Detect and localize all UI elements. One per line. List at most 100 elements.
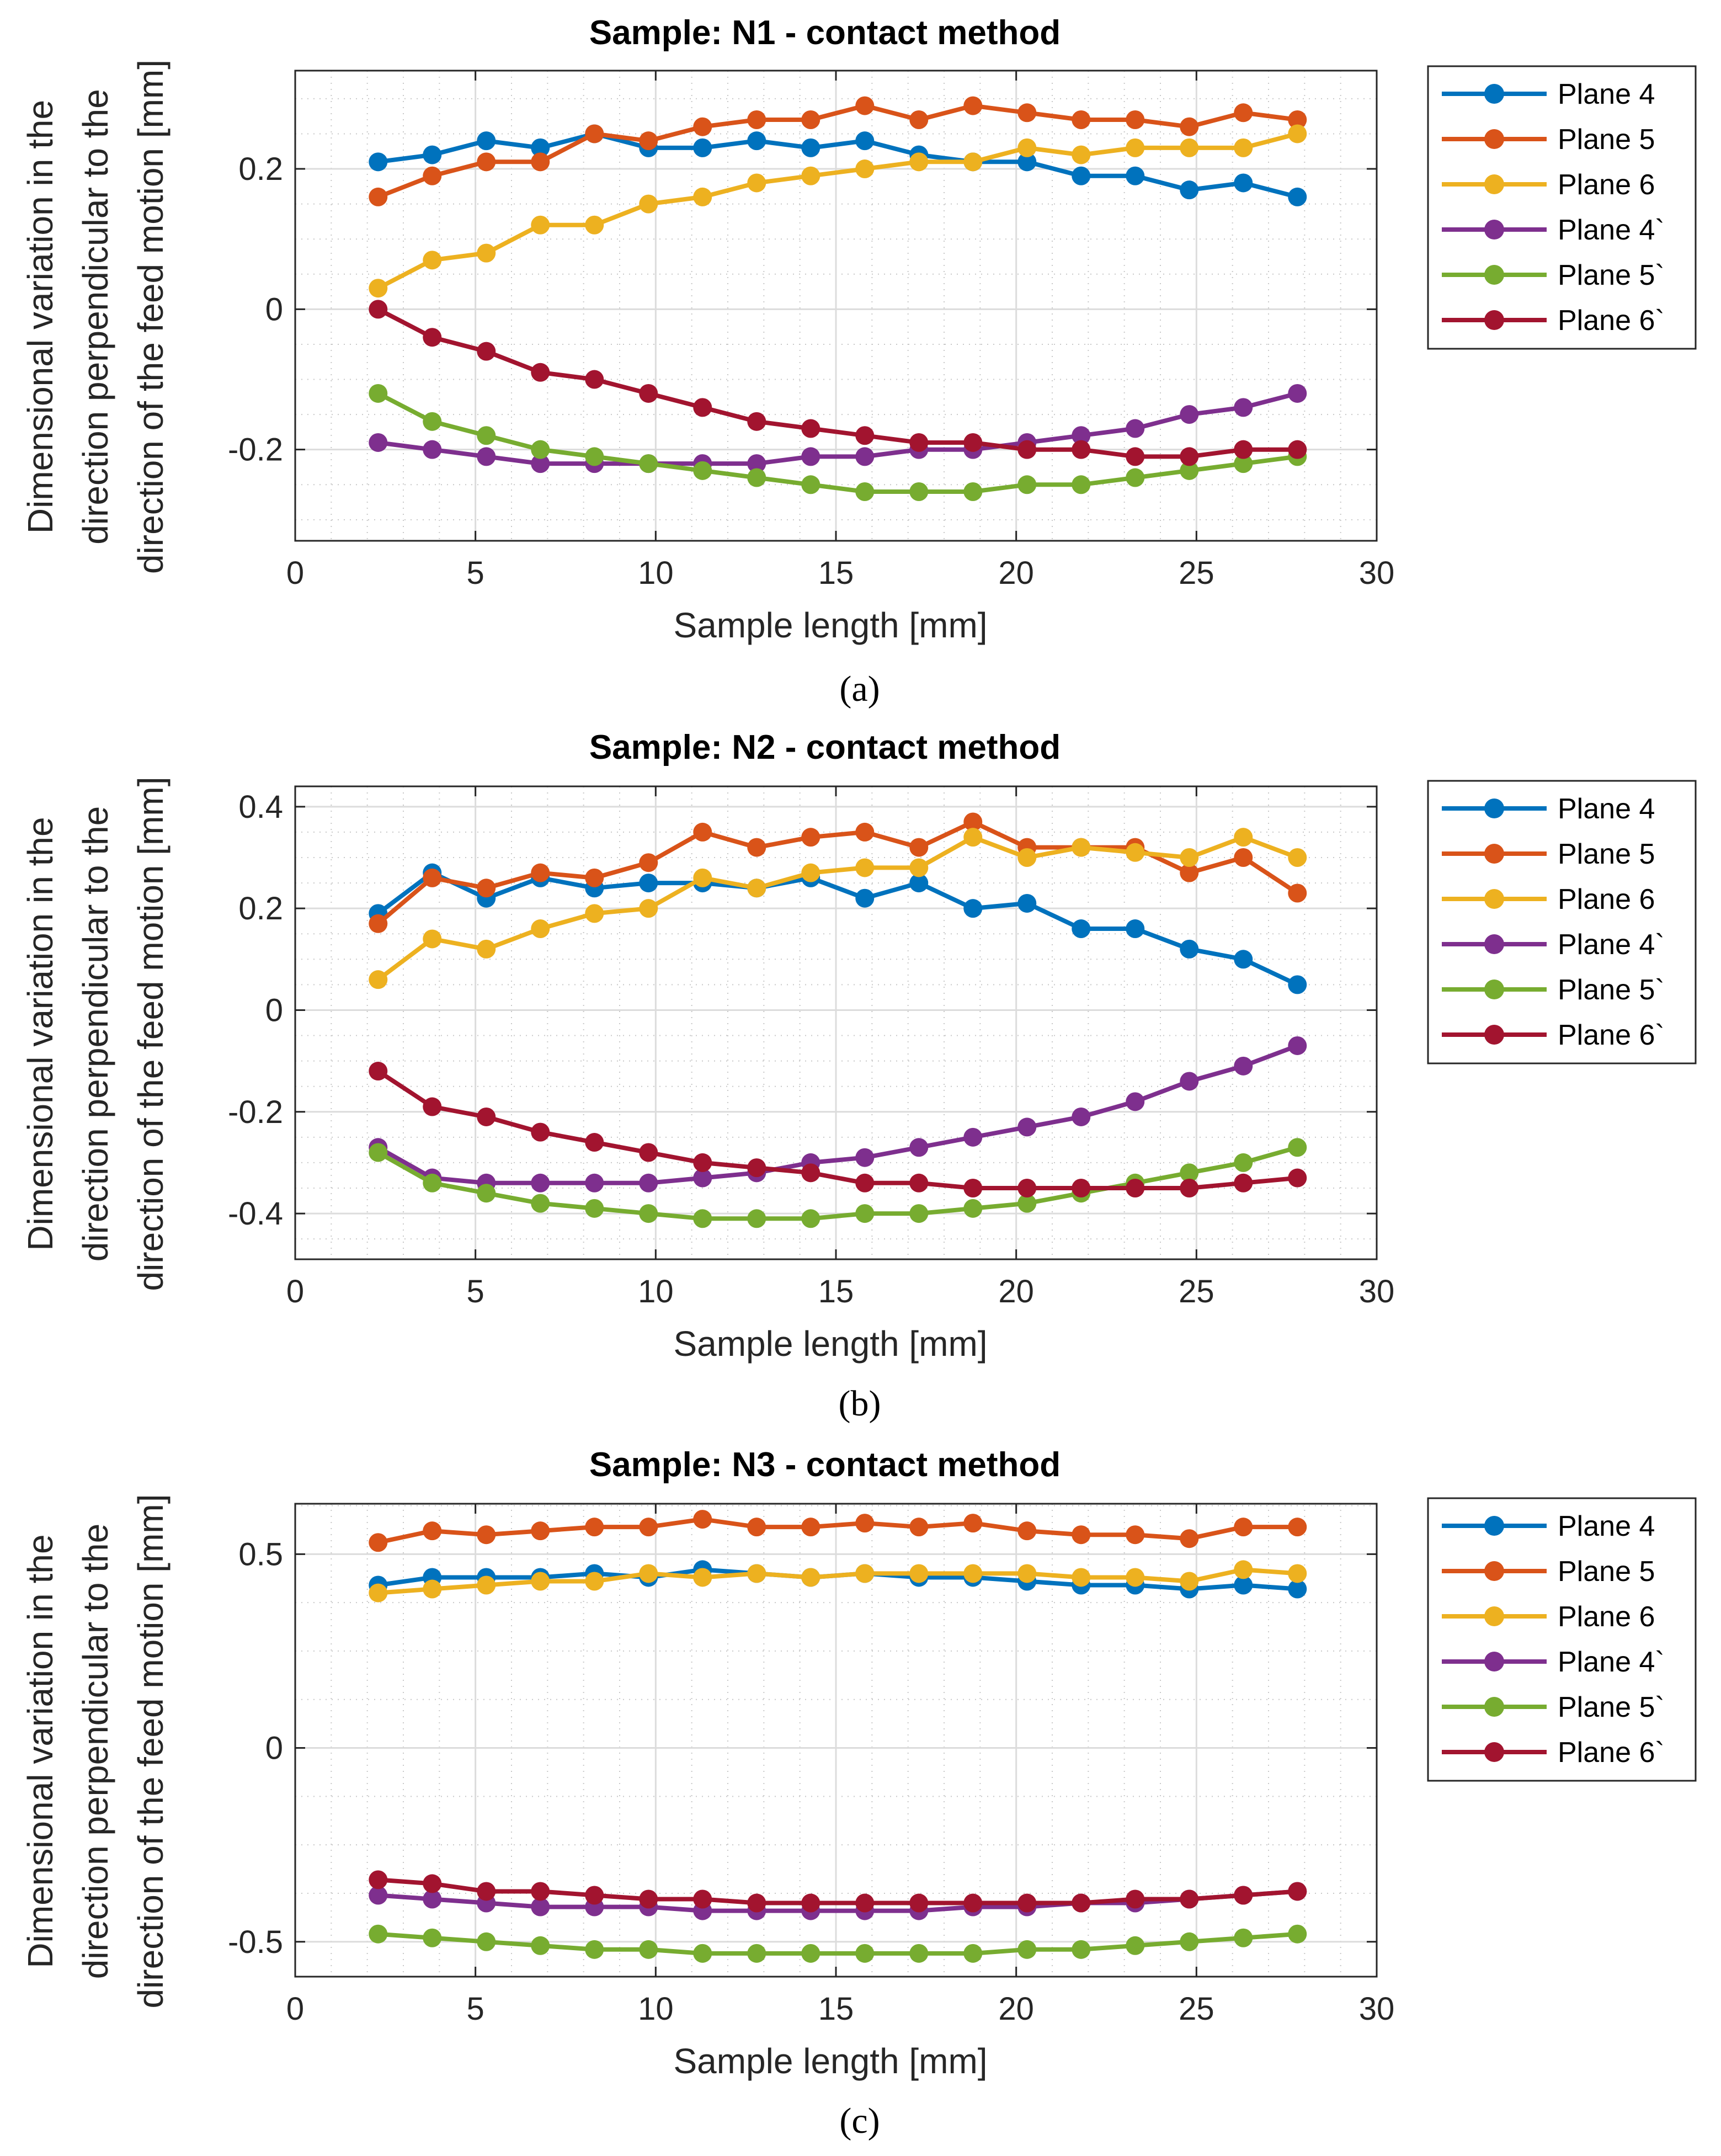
legend-label: Plane 4 — [1558, 793, 1655, 825]
x-axis-label: Sample length [mm] — [673, 1324, 987, 1364]
data-point — [423, 166, 442, 185]
y-tick-label: 0 — [265, 291, 283, 327]
tick-marks — [294, 1504, 1378, 1977]
data-point — [639, 1564, 658, 1583]
data-point — [1234, 1928, 1253, 1947]
data-point — [747, 454, 766, 473]
data-point — [1288, 1168, 1307, 1188]
data-point — [1072, 1568, 1091, 1587]
legend-marker — [1484, 979, 1504, 999]
series-plane6 — [369, 1062, 1307, 1197]
legend-label: Plane 4` — [1558, 1646, 1665, 1678]
data-point — [477, 1882, 496, 1901]
legend-item: Plane 4` — [1442, 929, 1665, 961]
data-point — [1288, 1518, 1307, 1537]
data-point — [909, 1518, 929, 1537]
data-point — [1288, 1882, 1307, 1901]
legend-label: Plane 5 — [1558, 1556, 1655, 1588]
data-point — [639, 1889, 658, 1909]
data-point — [1072, 838, 1091, 857]
data-point — [1126, 166, 1145, 185]
data-point — [639, 131, 658, 151]
legend-item: Plane 4 — [1442, 793, 1655, 825]
x-tick-label: 5 — [467, 1991, 484, 2027]
data-point — [585, 1572, 604, 1591]
data-point — [1072, 426, 1091, 445]
data-point — [693, 1168, 712, 1188]
data-point — [1017, 848, 1037, 867]
data-point — [477, 342, 496, 361]
legend-marker — [1484, 1561, 1504, 1581]
data-point — [369, 279, 388, 298]
legend-marker — [1484, 1697, 1504, 1717]
data-point — [801, 1568, 820, 1587]
x-tick-label: 30 — [1359, 1991, 1395, 2027]
data-point — [963, 482, 983, 501]
data-point — [963, 1893, 983, 1913]
data-point — [1234, 828, 1253, 847]
data-point — [1017, 1117, 1037, 1137]
series-plane5 — [369, 1510, 1307, 1552]
y-tick-label: -0.2 — [228, 1094, 283, 1130]
legend-label: Plane 4` — [1558, 214, 1665, 246]
data-point — [963, 1199, 983, 1218]
data-point — [1180, 1163, 1199, 1183]
data-point — [747, 879, 766, 898]
legend-label: Plane 6` — [1558, 1019, 1665, 1051]
y-tick-label: 0 — [265, 992, 283, 1028]
data-point — [585, 904, 604, 923]
data-point — [369, 970, 388, 989]
data-point — [801, 475, 820, 494]
legend-item: Plane 6` — [1442, 1737, 1665, 1769]
data-point — [1017, 1521, 1037, 1541]
data-point — [693, 1510, 712, 1529]
data-point — [1288, 187, 1307, 206]
x-tick-label: 0 — [286, 1991, 304, 2027]
y-tick-label: -0.4 — [228, 1196, 283, 1232]
data-point — [693, 187, 712, 206]
y-tick-label: -0.5 — [228, 1924, 283, 1960]
x-tick-label: 5 — [467, 555, 484, 591]
data-point — [747, 838, 766, 857]
tick-marks — [294, 71, 1378, 541]
legend-label: Plane 5` — [1558, 259, 1665, 291]
tick-marks — [294, 786, 1378, 1259]
data-point — [369, 1924, 388, 1944]
series-plane6 — [369, 124, 1307, 298]
x-tick-label: 10 — [638, 555, 674, 591]
legend-marker — [1484, 934, 1504, 954]
data-point — [693, 1153, 712, 1172]
legend: Plane 4 Plane 5 Plane 6 Plane 4` Plane 5` Pla… — [1427, 65, 1697, 350]
legend-marker — [1484, 1025, 1504, 1045]
data-point — [855, 447, 875, 466]
data-point — [855, 1564, 875, 1583]
x-axis-label: Sample length [mm] — [673, 605, 987, 645]
y-tick-label: 0.4 — [238, 789, 283, 825]
data-point — [1126, 1936, 1145, 1955]
data-point — [909, 433, 929, 452]
data-point — [909, 1564, 929, 1583]
data-point — [747, 1944, 766, 1963]
chart-2: 0 5 10 15 20 25 30 -0.4 -0.2 0 0.2 0.4 Sample: N2 - … — [20, 728, 1697, 1424]
data-point — [801, 166, 820, 185]
series-line — [376, 870, 1299, 987]
data-point — [963, 1564, 983, 1583]
y-tick-label: -0.2 — [228, 432, 283, 468]
data-point — [477, 152, 496, 172]
data-point — [963, 899, 983, 918]
data-point — [693, 398, 712, 417]
data-point — [369, 1062, 388, 1081]
data-point — [423, 1928, 442, 1947]
data-point — [909, 838, 929, 857]
legend-label: Plane 4 — [1558, 1510, 1655, 1542]
data-point — [747, 1209, 766, 1228]
data-point — [963, 1127, 983, 1147]
x-tick-label: 5 — [467, 1274, 484, 1309]
data-point — [1234, 440, 1253, 459]
data-point — [369, 1870, 388, 1889]
data-point — [369, 433, 388, 452]
legend-marker — [1484, 220, 1504, 239]
x-tick-label: 30 — [1359, 1274, 1395, 1309]
data-point — [423, 1889, 442, 1909]
data-point — [963, 96, 983, 115]
